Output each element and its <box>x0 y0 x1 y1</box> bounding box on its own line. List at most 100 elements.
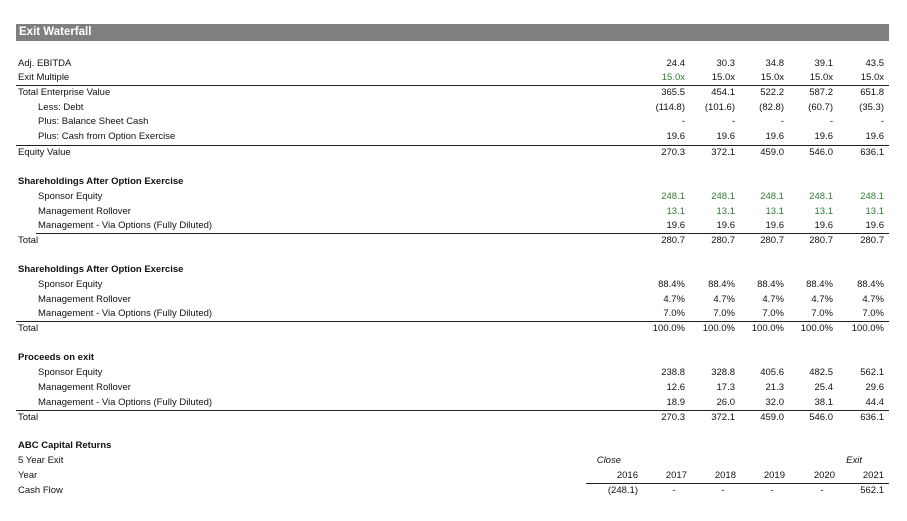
cell: 100.0% <box>751 323 784 334</box>
table-row: Management - Via Options (Fully Diluted)… <box>16 307 889 321</box>
cell: 17.3 <box>716 382 736 393</box>
cell: (101.6) <box>704 102 735 113</box>
cell: 88.4% <box>806 279 833 290</box>
cell: 280.7 <box>760 235 784 246</box>
cell: 522.2 <box>760 87 784 98</box>
cell: 88.4% <box>757 279 784 290</box>
returns-header: ABC Capital Returns <box>18 440 112 451</box>
cell: 19.6 <box>716 220 736 231</box>
table-row: Management - Via Options (Fully Diluted)… <box>16 219 889 233</box>
row-label: Plus: Balance Sheet Cash <box>38 116 149 127</box>
cashflow-cell: - <box>770 485 774 496</box>
cell: - <box>731 116 735 127</box>
cell: 13.1 <box>865 206 885 217</box>
cell: 280.7 <box>860 235 884 246</box>
row-label: Plus: Cash from Option Exercise <box>38 131 176 142</box>
cashflow-cell: - <box>672 485 676 496</box>
row-label: Sponsor Equity <box>38 191 103 202</box>
cell: 100.0% <box>652 323 685 334</box>
cell: 636.1 <box>860 147 884 158</box>
cell: (114.8) <box>655 102 685 113</box>
cell: 248.1 <box>711 191 735 202</box>
cell: - <box>780 116 784 127</box>
table-row: Management Rollover 12.6 17.3 21.3 25.4 … <box>16 381 889 395</box>
row-label: Management Rollover <box>38 382 131 393</box>
row-label: Exit Multiple <box>18 72 70 83</box>
cell: 19.6 <box>865 220 885 231</box>
cell: - <box>681 116 685 127</box>
row-label: Management - Via Options (Fully Diluted) <box>38 397 213 408</box>
cell: 280.7 <box>661 235 685 246</box>
divider <box>16 321 889 322</box>
cell: 372.1 <box>711 412 735 423</box>
cell: 482.5 <box>809 367 833 378</box>
cell: 19.6 <box>865 131 885 142</box>
cell: 405.6 <box>760 367 784 378</box>
cell: 248.1 <box>860 191 884 202</box>
cell: 100.0% <box>800 323 833 334</box>
exit-row: 5 Year Exit Close Exit <box>16 454 889 468</box>
cell: 19.6 <box>716 131 736 142</box>
table-row: Sponsor Equity 238.8 328.8 405.6 482.5 5… <box>16 366 889 380</box>
cell: 270.3 <box>661 412 685 423</box>
total-row: Total 280.7 280.7 280.7 280.7 280.7 <box>16 234 889 248</box>
cell: 34.8 <box>765 58 785 69</box>
cell: 24.4 <box>666 58 686 69</box>
cell: 15.0x <box>661 72 685 83</box>
total-row: Total 270.3 372.1 459.0 546.0 636.1 <box>16 411 889 425</box>
divider <box>16 410 889 411</box>
cashflow-cell: - <box>721 485 725 496</box>
cell: 238.8 <box>661 367 685 378</box>
cell: 4.7% <box>713 294 735 305</box>
cell: 280.7 <box>711 235 735 246</box>
cashflow-cell: (248.1) <box>607 485 638 496</box>
cell: (35.3) <box>859 102 884 113</box>
cell: 26.0 <box>716 397 736 408</box>
row-label: Less: Debt <box>38 102 84 113</box>
cell: 19.6 <box>814 131 834 142</box>
divider <box>16 85 889 86</box>
table-row: Management - Via Options (Fully Diluted)… <box>16 396 889 410</box>
exit-marker-label: Exit <box>846 455 862 466</box>
cell: 7.0% <box>713 308 735 319</box>
cell: 587.2 <box>809 87 833 98</box>
cell: 88.4% <box>857 279 884 290</box>
cell: 459.0 <box>760 147 784 158</box>
divider <box>586 483 889 484</box>
cell: 100.0% <box>851 323 884 334</box>
cell: 546.0 <box>809 412 833 423</box>
row-label: Sponsor Equity <box>38 367 103 378</box>
close-label: Close <box>596 455 621 466</box>
cell: 4.7% <box>663 294 685 305</box>
cashflow-cell: 562.1 <box>860 485 884 496</box>
cell: 248.1 <box>661 191 685 202</box>
cell: 7.0% <box>663 308 685 319</box>
proceeds-header: Proceeds on exit <box>18 352 95 363</box>
shareholdings-pct-header: Shareholdings After Option Exercise <box>18 264 184 275</box>
total-row: Total 100.0% 100.0% 100.0% 100.0% 100.0% <box>16 322 889 336</box>
cell: 88.4% <box>658 279 685 290</box>
cell: 32.0 <box>765 397 785 408</box>
cell: 15.0x <box>711 72 735 83</box>
divider <box>36 233 889 234</box>
cashflow-row: Cash Flow (248.1) - - - - 562.1 <box>16 484 889 498</box>
cell: 365.5 <box>661 87 685 98</box>
year-label: Year <box>18 470 38 481</box>
cell: 15.0x <box>760 72 784 83</box>
cell: 12.6 <box>666 382 686 393</box>
shareholdings-header: Shareholdings After Option Exercise <box>18 176 184 187</box>
cell: 44.4 <box>865 397 885 408</box>
cell: - <box>880 116 884 127</box>
cell: 270.3 <box>661 147 685 158</box>
cell: 248.1 <box>809 191 833 202</box>
year-cell: 2019 <box>763 470 785 481</box>
table-row: Sponsor Equity 248.1 248.1 248.1 248.1 2… <box>16 190 889 204</box>
cell: - <box>829 116 833 127</box>
cell: 7.0% <box>811 308 833 319</box>
cell: 280.7 <box>809 235 833 246</box>
cell: 248.1 <box>760 191 784 202</box>
cell: 372.1 <box>711 147 735 158</box>
cell: 43.5 <box>865 58 885 69</box>
cell: 7.0% <box>762 308 784 319</box>
cell: 19.6 <box>765 220 785 231</box>
